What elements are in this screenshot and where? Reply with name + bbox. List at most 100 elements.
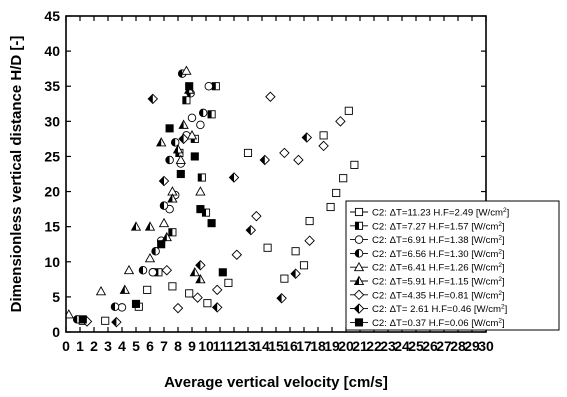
legend-item: C2: ΔT=11.23 H.F=2.49 [W/cm2] xyxy=(350,207,509,219)
legend-marker xyxy=(354,249,364,258)
data-point xyxy=(326,202,335,212)
data-point xyxy=(176,169,185,179)
data-point xyxy=(195,186,206,196)
data-point xyxy=(159,201,169,210)
x-tick-label: 29 xyxy=(464,338,480,354)
x-tick-label: 25 xyxy=(408,338,424,354)
legend-box xyxy=(345,200,560,331)
y-tick-label: 25 xyxy=(44,148,60,164)
data-point xyxy=(198,108,208,118)
data-point xyxy=(291,247,300,256)
data-point xyxy=(259,154,271,166)
legend-item: C2: ΔT=6.91 H.F=1.38 [W/cm2] xyxy=(350,235,505,247)
legend-label: C2: ΔT= 2.61 H.F=0.46 [W/cm2] xyxy=(372,304,507,316)
legend-marker xyxy=(354,221,364,230)
legend-label: C2: ΔT=0.37 H.F=0.06 [W/cm2] xyxy=(372,317,505,329)
series-4 xyxy=(72,69,208,324)
x-tick-label: 9 xyxy=(188,338,196,354)
series-3 xyxy=(117,81,214,312)
data-point xyxy=(211,302,223,313)
data-point xyxy=(231,249,243,260)
legend-item: C2: ΔT=0.37 H.F=0.06 [W/cm2] xyxy=(350,317,505,329)
data-point xyxy=(218,268,227,277)
x-tick-label: 12 xyxy=(226,338,242,354)
y-tick-label: 15 xyxy=(44,219,60,235)
data-point xyxy=(299,261,309,270)
data-point xyxy=(211,82,220,91)
legend-item: C2: ΔT=6.56 H.F=1.30 [W/cm2] xyxy=(350,248,505,260)
data-point xyxy=(119,284,130,294)
plot-area xyxy=(66,65,359,328)
data-point xyxy=(276,293,287,304)
data-point xyxy=(185,289,194,298)
data-point xyxy=(144,252,156,263)
x-tick-label: 13 xyxy=(240,338,256,354)
y-tick-label: 0 xyxy=(52,324,60,340)
data-point xyxy=(147,93,159,105)
x-tick-label: 21 xyxy=(352,338,368,354)
data-point xyxy=(158,217,170,228)
data-point xyxy=(95,285,107,296)
x-tick-label: 6 xyxy=(146,338,154,354)
legend-label: C2: ΔT=6.56 H.F=1.30 [W/cm2] xyxy=(372,248,505,260)
x-tick-label: 26 xyxy=(422,338,438,354)
data-point xyxy=(304,235,315,246)
legend-label: C2: ΔT=5.91 H.F=1.15 [W/cm2] xyxy=(372,276,505,288)
data-point xyxy=(144,221,156,231)
data-point xyxy=(182,96,191,105)
data-point xyxy=(189,266,200,277)
legend-label: C2: ΔT=6.91 H.F=1.38 [W/cm2] xyxy=(372,235,505,247)
data-point xyxy=(172,302,184,314)
data-point xyxy=(195,274,206,284)
legend-item: C2: ΔT=6.41 H.F=1.26 [W/cm2] xyxy=(350,261,505,274)
legend-marker xyxy=(353,289,365,301)
data-point xyxy=(170,138,180,147)
series-1 xyxy=(78,106,359,325)
data-point xyxy=(305,216,314,226)
data-point xyxy=(157,240,166,249)
data-point xyxy=(185,82,194,91)
data-point xyxy=(110,302,120,311)
series-8 xyxy=(111,93,313,328)
y-tick-label: 40 xyxy=(44,43,60,59)
data-point xyxy=(178,119,189,129)
data-point xyxy=(251,210,262,222)
y-tick-label: 10 xyxy=(44,254,60,270)
data-point xyxy=(203,299,212,308)
x-tick-label: 10 xyxy=(198,338,214,354)
data-point xyxy=(181,65,192,75)
data-point xyxy=(318,140,329,152)
data-point xyxy=(78,315,87,324)
x-tick-label: 8 xyxy=(174,338,182,354)
data-point xyxy=(350,160,359,169)
y-tick-label: 45 xyxy=(44,8,60,24)
data-point xyxy=(228,172,240,183)
x-tick-label: 16 xyxy=(282,338,298,354)
data-point xyxy=(319,131,328,140)
x-tick-label: 11 xyxy=(213,338,228,354)
data-point xyxy=(117,303,127,312)
data-point xyxy=(332,188,341,198)
data-point xyxy=(148,268,158,277)
x-tick-label: 0 xyxy=(62,338,70,354)
x-tick-label: 15 xyxy=(268,338,284,354)
data-point xyxy=(204,81,214,91)
data-point xyxy=(168,228,177,237)
x-tick-label: 24 xyxy=(394,338,410,354)
data-point xyxy=(211,284,223,296)
series-9 xyxy=(78,82,227,324)
data-point xyxy=(101,316,110,325)
data-point xyxy=(178,133,189,145)
data-point xyxy=(207,219,216,228)
x-axis-title: Average vertical velocity [cm/s] xyxy=(164,374,388,391)
data-point xyxy=(344,106,353,115)
data-point xyxy=(301,132,313,143)
legend-label: C2: ΔT=7.27 H.F=1.57 [W/cm2] xyxy=(372,221,505,233)
data-point xyxy=(111,316,122,328)
legend-item: C2: ΔT=7.27 H.F=1.57 [W/cm2] xyxy=(350,221,505,233)
x-tick-label: 5 xyxy=(132,338,140,354)
data-point xyxy=(290,268,301,279)
data-point xyxy=(167,193,178,203)
x-tick-label: 14 xyxy=(254,338,270,354)
